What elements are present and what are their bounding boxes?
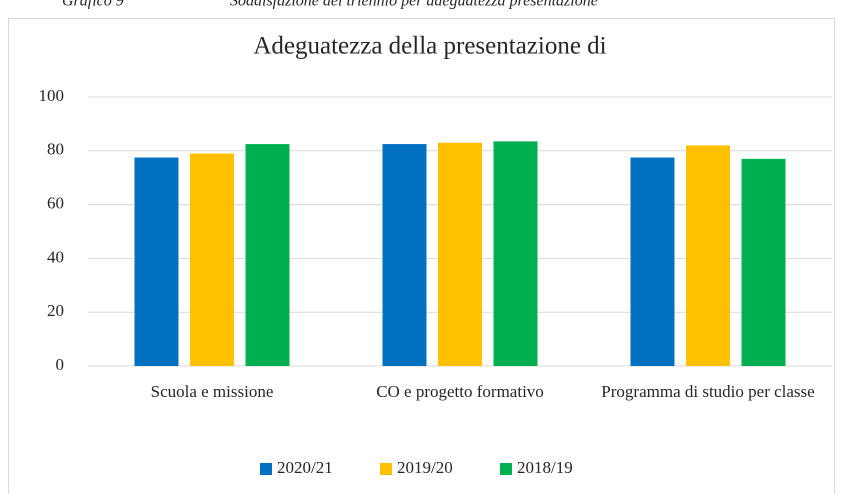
x-tick-label: CO e progetto formativo [376, 382, 544, 401]
bar [493, 141, 538, 366]
legend-swatch [500, 463, 512, 475]
bar [741, 158, 786, 366]
bar [134, 157, 179, 366]
legend-label: 2019/20 [397, 458, 453, 477]
caption-number: Grafico 9 [62, 0, 124, 10]
x-tick-label: Scuola e missione [150, 382, 274, 401]
y-tick-label: 20 [47, 301, 64, 320]
caption-text: Soddisfazione del triennio per adeguatez… [230, 0, 598, 10]
y-tick-label: 0 [56, 355, 65, 374]
y-tick-label: 60 [47, 194, 64, 213]
y-tick-label: 100 [39, 86, 65, 105]
bar [245, 144, 290, 366]
legend-label: 2018/19 [517, 458, 573, 477]
legend-swatch [260, 463, 272, 475]
x-tick-label: Programma di studio per classe [601, 382, 815, 401]
bar [438, 142, 482, 366]
bar [382, 144, 427, 366]
bar [686, 145, 730, 366]
legend-label: 2020/21 [277, 458, 333, 477]
y-tick-label: 40 [47, 247, 64, 266]
bar [630, 157, 675, 366]
legend-swatch [380, 463, 392, 475]
y-tick-label: 80 [47, 140, 64, 159]
chart-title: Adeguatezza della presentazione di [253, 33, 606, 60]
bar [190, 153, 234, 366]
